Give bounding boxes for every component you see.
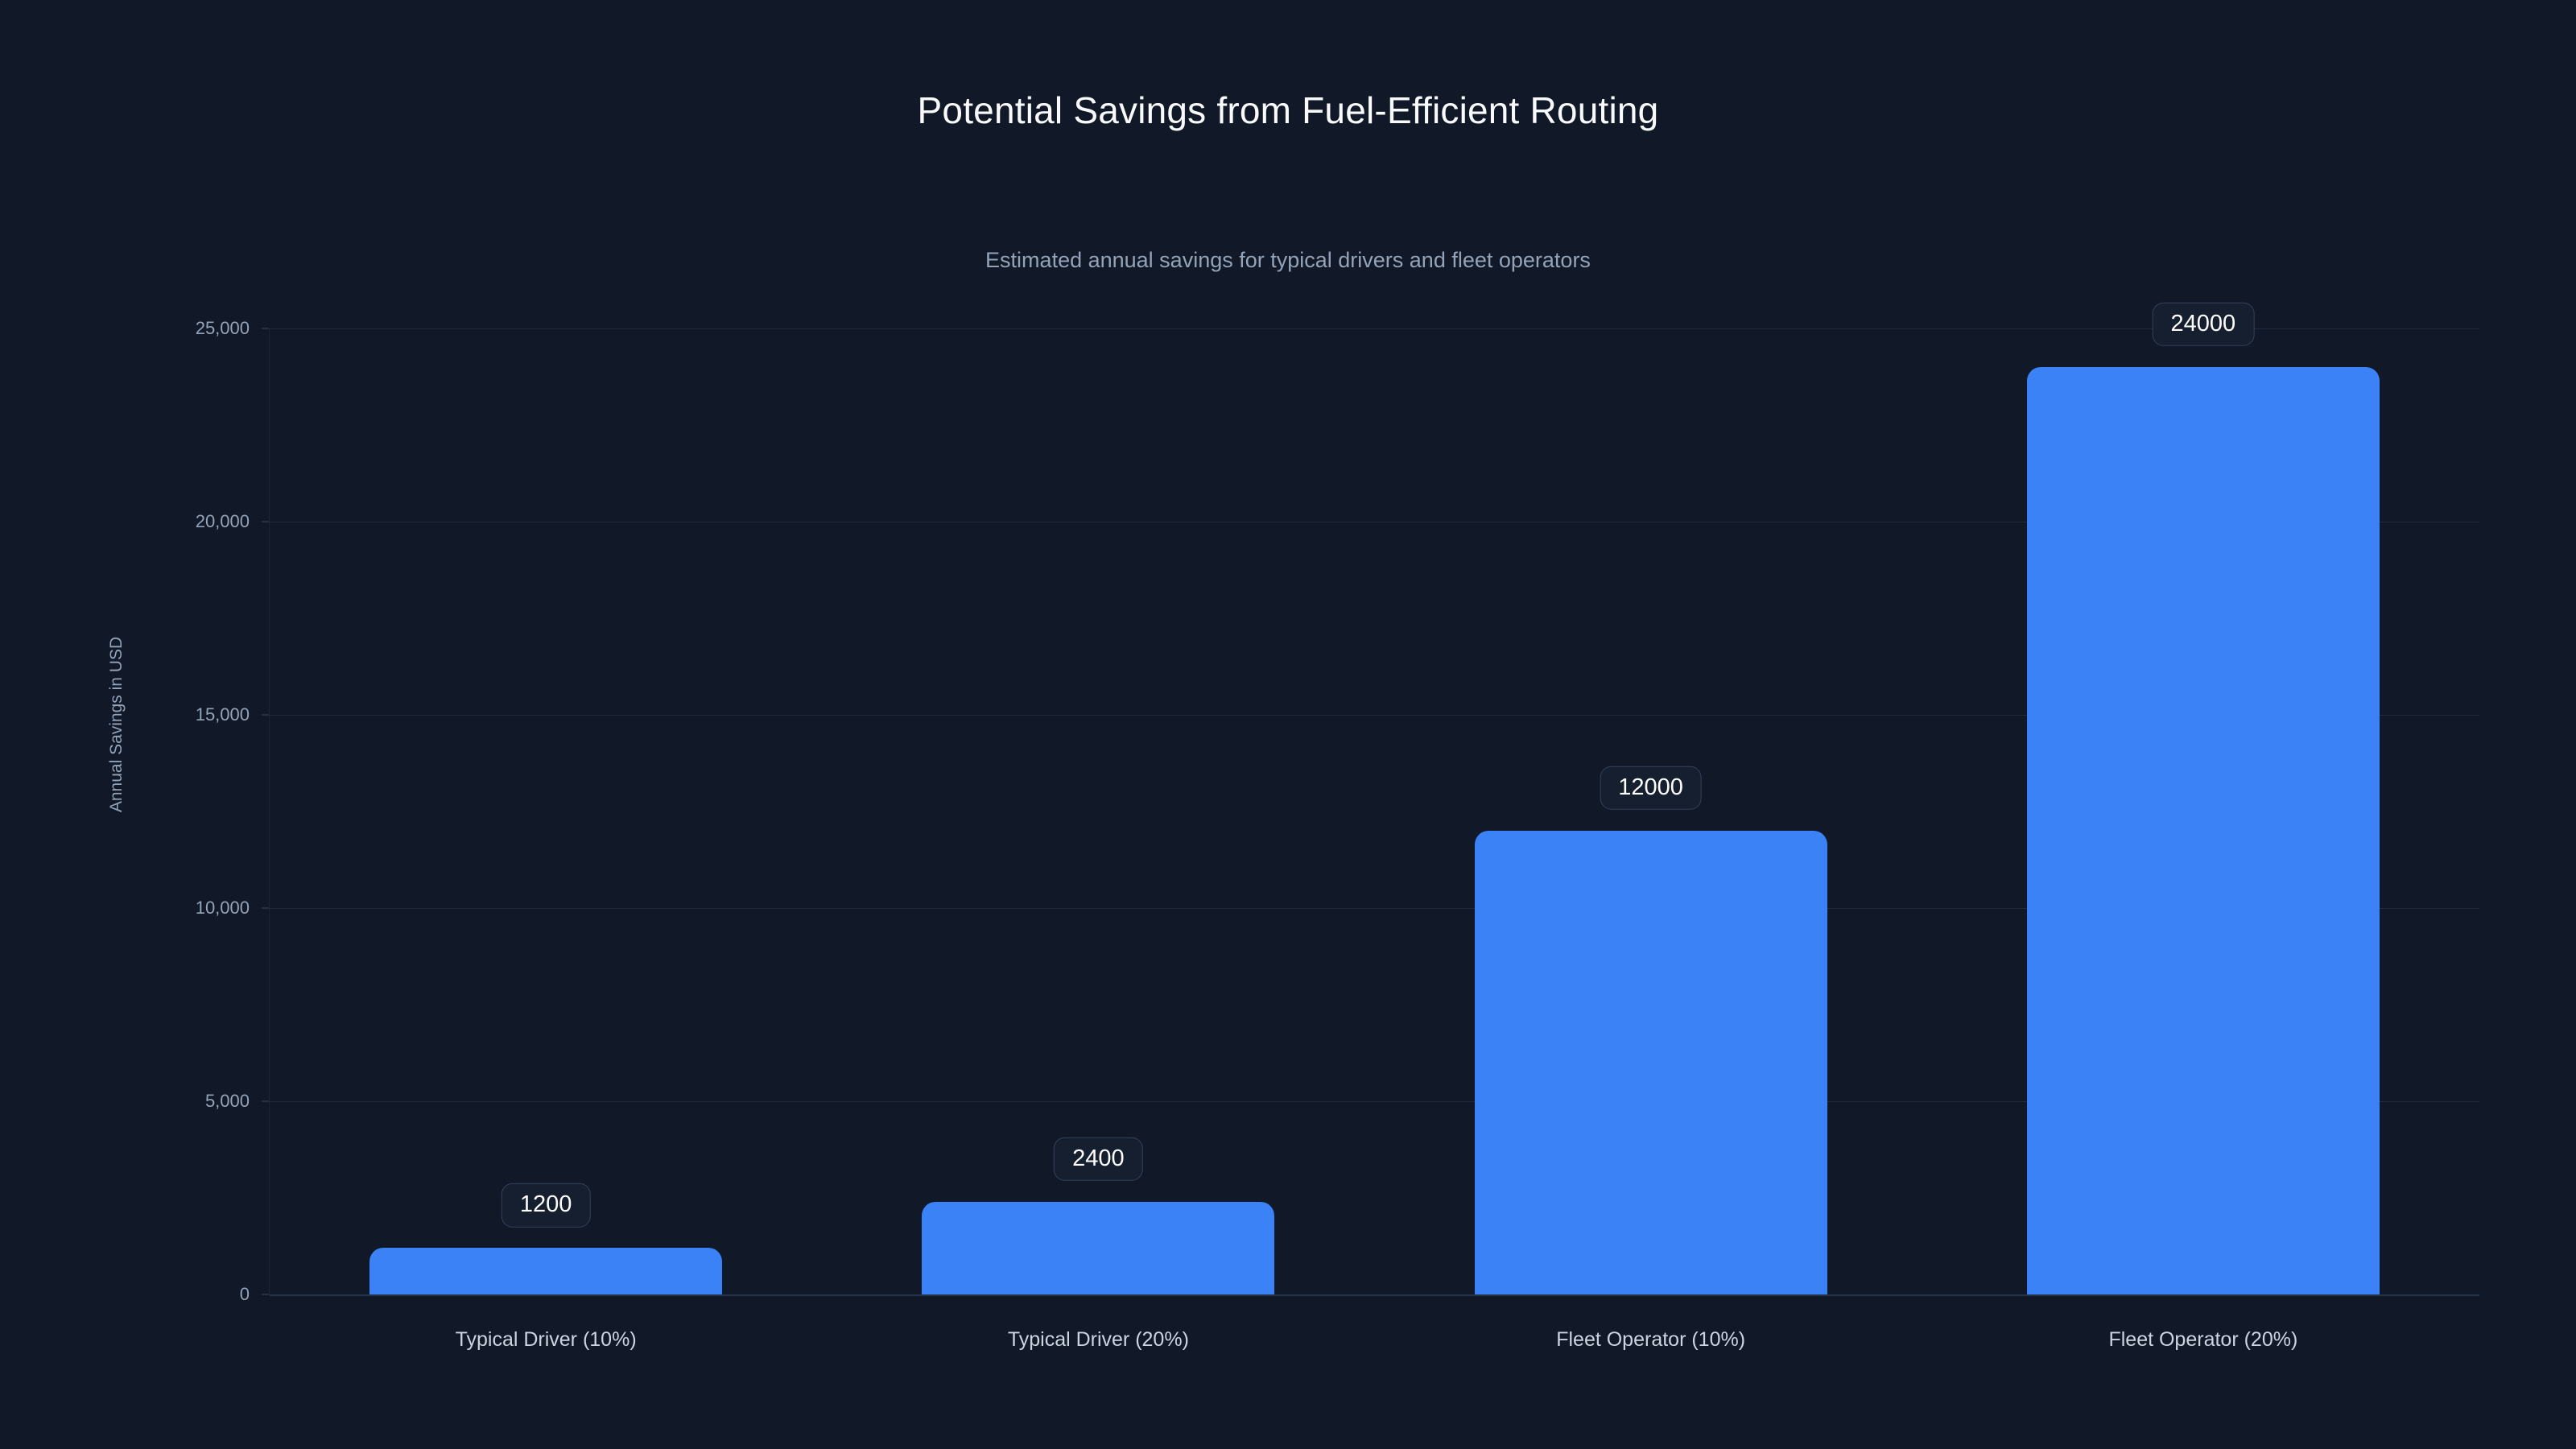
value-label-2: 12000 — [1600, 766, 1702, 811]
bar-1[interactable] — [922, 1201, 1275, 1294]
gridline-y-10000 — [270, 908, 2479, 909]
gridline-y-5000 — [270, 1101, 2479, 1102]
y-tick-mark-15000 — [262, 714, 269, 716]
y-tick-label-15000: 15,000 — [195, 704, 250, 724]
y-tick-label-20000: 20,000 — [195, 511, 250, 531]
y-tick-mark-10000 — [262, 907, 269, 909]
bar-3[interactable] — [2026, 367, 2380, 1294]
y-tick-label-25000: 25,000 — [195, 318, 250, 338]
x-tick-label-3: Fleet Operator (20%) — [2108, 1328, 2298, 1351]
y-tick-label-0: 0 — [239, 1284, 250, 1304]
x-axis-baseline — [270, 1294, 2479, 1296]
y-tick-mark-25000 — [262, 328, 269, 329]
gridline-y-25000 — [270, 328, 2479, 329]
y-tick-label-5000: 5,000 — [204, 1091, 250, 1111]
value-label-3: 24000 — [2152, 302, 2255, 347]
x-tick-label-1: Typical Driver (20%) — [1007, 1328, 1189, 1351]
x-tick-label-2: Fleet Operator (10%) — [1556, 1328, 1746, 1351]
plot-area — [270, 328, 2479, 1294]
chart-subtitle: Estimated annual savings for typical dri… — [985, 248, 1591, 272]
y-axis-spine — [269, 328, 270, 1295]
x-tick-label-0: Typical Driver (10%) — [455, 1328, 637, 1351]
bar-0[interactable] — [369, 1248, 723, 1294]
gridline-y-15000 — [270, 715, 2479, 716]
y-tick-mark-0 — [262, 1294, 269, 1295]
value-label-1: 2400 — [1054, 1137, 1143, 1182]
chart-title: Potential Savings from Fuel-Efficient Ro… — [917, 89, 1659, 131]
bar-2[interactable] — [1474, 831, 1827, 1294]
value-label-0: 1200 — [501, 1183, 591, 1228]
y-tick-mark-5000 — [262, 1100, 269, 1102]
y-tick-label-10000: 10,000 — [195, 898, 250, 918]
